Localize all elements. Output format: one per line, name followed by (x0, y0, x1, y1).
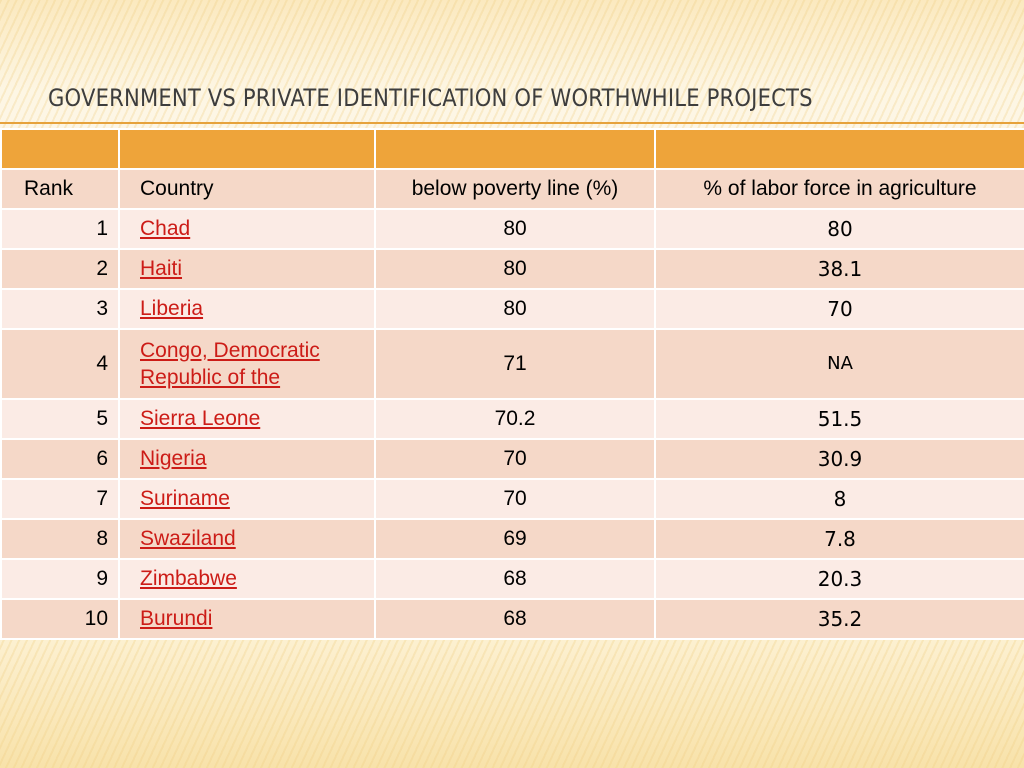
labor-cell: NA (654, 328, 1024, 400)
table-row: 2 Haiti 80 38.1 (0, 248, 1024, 290)
poverty-cell: 68 (374, 598, 656, 640)
labor-cell: 20.3 (654, 558, 1024, 600)
labor-cell: 38.1 (654, 248, 1024, 290)
country-link[interactable]: Chad (140, 217, 191, 240)
poverty-table: Rank Country below poverty line (%) % of… (0, 128, 1024, 640)
table-row: 10 Burundi 68 35.2 (0, 598, 1024, 640)
country-cell: Burundi (118, 598, 376, 640)
table-row: 8 Swaziland 69 7.8 (0, 518, 1024, 560)
table-row: 5 Sierra Leone 70.2 51.5 (0, 398, 1024, 440)
header-bar-cell (654, 128, 1024, 170)
country-link[interactable]: Burundi (140, 607, 213, 630)
column-header-country: Country (118, 168, 376, 210)
table-header-bar (0, 128, 1024, 170)
labor-cell: 7.8 (654, 518, 1024, 560)
table-row: 6 Nigeria 70 30.9 (0, 438, 1024, 480)
table-row: 7 Suriname 70 8 (0, 478, 1024, 520)
country-link[interactable]: Congo, Democratic Republic of the (140, 338, 320, 389)
rank-cell: 3 (0, 288, 120, 330)
rank-cell: 9 (0, 558, 120, 600)
slide-title: Government vs Private Identification of … (48, 84, 813, 112)
rank-cell: 7 (0, 478, 120, 520)
country-cell: Liberia (118, 288, 376, 330)
country-cell: Chad (118, 208, 376, 250)
poverty-cell: 69 (374, 518, 656, 560)
labor-cell: 51.5 (654, 398, 1024, 440)
rank-cell: 8 (0, 518, 120, 560)
country-link[interactable]: Haiti (140, 257, 183, 280)
country-link[interactable]: Zimbabwe (140, 567, 237, 590)
country-cell: Suriname (118, 478, 376, 520)
country-cell: Sierra Leone (118, 398, 376, 440)
title-underline (0, 122, 1024, 124)
rank-cell: 6 (0, 438, 120, 480)
labor-cell: 35.2 (654, 598, 1024, 640)
country-cell: Zimbabwe (118, 558, 376, 600)
poverty-cell: 68 (374, 558, 656, 600)
column-header-labor: % of labor force in agriculture (654, 168, 1024, 210)
country-link[interactable]: Sierra Leone (140, 407, 261, 430)
country-link[interactable]: Suriname (140, 487, 230, 510)
rank-cell: 4 (0, 328, 120, 400)
table-row: 9 Zimbabwe 68 20.3 (0, 558, 1024, 600)
country-link[interactable]: Liberia (140, 297, 204, 320)
rank-cell: 2 (0, 248, 120, 290)
poverty-cell: 80 (374, 248, 656, 290)
header-bar-cell (118, 128, 376, 170)
poverty-cell: 71 (374, 328, 656, 400)
rank-cell: 1 (0, 208, 120, 250)
rank-cell: 5 (0, 398, 120, 440)
poverty-cell: 80 (374, 288, 656, 330)
country-cell: Swaziland (118, 518, 376, 560)
labor-cell: 80 (654, 208, 1024, 250)
column-header-row: Rank Country below poverty line (%) % of… (0, 168, 1024, 210)
column-header-rank: Rank (0, 168, 120, 210)
country-link[interactable]: Swaziland (140, 527, 236, 550)
labor-cell: 30.9 (654, 438, 1024, 480)
poverty-cell: 70 (374, 478, 656, 520)
country-link[interactable]: Nigeria (140, 447, 207, 470)
header-bar-cell (0, 128, 120, 170)
table-row: 1 Chad 80 80 (0, 208, 1024, 250)
labor-cell: 8 (654, 478, 1024, 520)
table-row: 4 Congo, Democratic Republic of the 71 N… (0, 328, 1024, 400)
country-cell: Nigeria (118, 438, 376, 480)
poverty-cell: 70.2 (374, 398, 656, 440)
poverty-cell: 80 (374, 208, 656, 250)
header-bar-cell (374, 128, 656, 170)
column-header-poverty: below poverty line (%) (374, 168, 656, 210)
poverty-cell: 70 (374, 438, 656, 480)
country-cell: Congo, Democratic Republic of the (118, 328, 376, 400)
labor-cell: 70 (654, 288, 1024, 330)
country-cell: Haiti (118, 248, 376, 290)
rank-cell: 10 (0, 598, 120, 640)
table-row: 3 Liberia 80 70 (0, 288, 1024, 330)
